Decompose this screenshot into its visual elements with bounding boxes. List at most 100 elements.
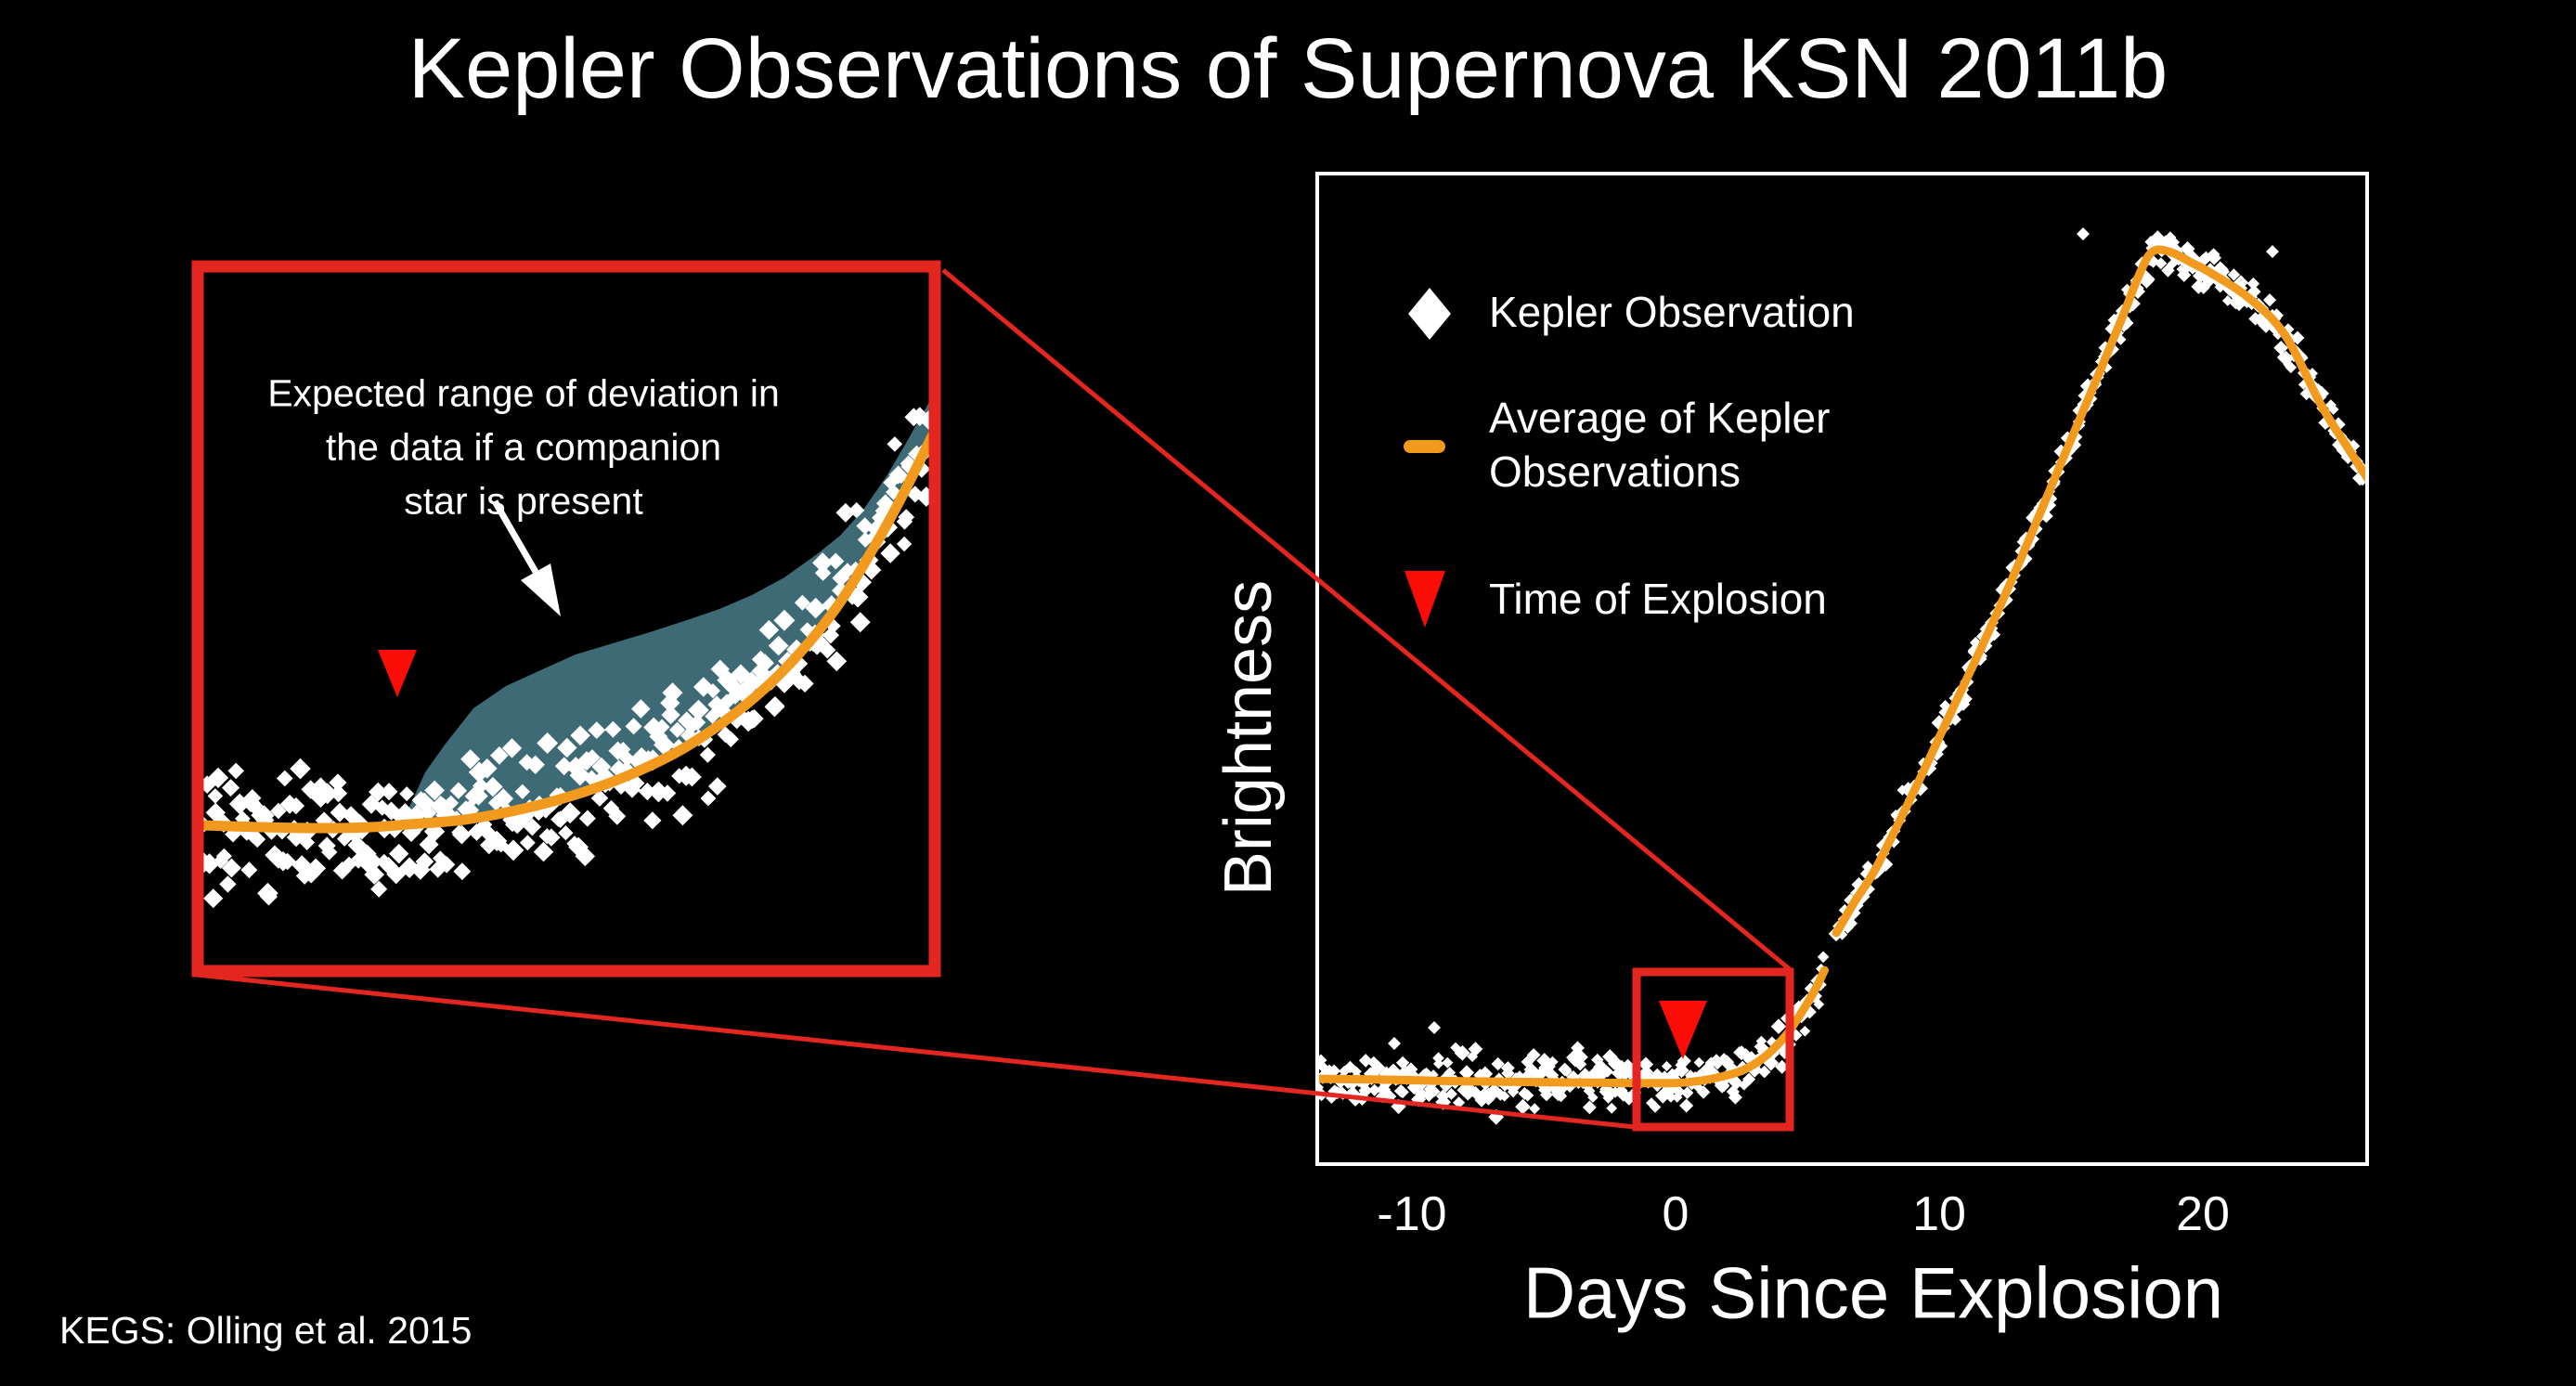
scatter-point xyxy=(364,852,383,872)
scatter-point xyxy=(415,852,434,871)
scatter-point xyxy=(662,682,683,704)
scatter-point xyxy=(1388,1037,1401,1050)
scatter-point xyxy=(1477,1066,1494,1082)
scatter-point xyxy=(207,788,224,804)
inset-average-curve xyxy=(199,429,934,834)
scatter-point xyxy=(1609,1056,1625,1071)
scatter-point xyxy=(1458,1065,1475,1081)
scatter-point xyxy=(276,770,293,787)
x-tick-0: 0 xyxy=(1662,1187,1689,1241)
scatter-point xyxy=(827,552,845,570)
scatter-point xyxy=(420,804,437,822)
main-plot-border xyxy=(1315,172,2369,1166)
scatter-point xyxy=(2155,257,2168,270)
scatter-point xyxy=(835,502,856,523)
scatter-point xyxy=(290,758,311,780)
scatter-point xyxy=(1679,1098,1694,1113)
scatter-point xyxy=(537,732,559,754)
scatter-point xyxy=(483,776,503,797)
scatter-point xyxy=(1526,1048,1541,1062)
scatter-point xyxy=(654,734,675,756)
scatter-point xyxy=(796,674,814,693)
scatter-point xyxy=(1498,1091,1510,1102)
scatter-point xyxy=(1775,1059,1790,1074)
scatter-point xyxy=(1606,1102,1618,1114)
scatter-point xyxy=(199,853,220,874)
scatter-point xyxy=(654,719,670,735)
scatter-point xyxy=(1755,1035,1767,1047)
scatter-point xyxy=(1813,999,1825,1010)
x-tick-20: 20 xyxy=(2176,1187,2230,1241)
inset-annotation-line3: star is present xyxy=(404,479,643,523)
scatter-point xyxy=(726,687,744,705)
scatter-point xyxy=(493,788,514,810)
scatter-point xyxy=(370,880,388,898)
inset-border xyxy=(191,260,941,978)
scatter-point xyxy=(2262,293,2277,307)
scatter-point xyxy=(1661,1060,1673,1072)
scatter-point xyxy=(342,806,360,824)
scatter-point xyxy=(215,848,232,864)
x-tick-10: 10 xyxy=(1912,1187,1966,1241)
scatter-point xyxy=(460,749,481,770)
scatter-point xyxy=(364,864,384,885)
average-curve xyxy=(1319,245,2365,1088)
scatter-point xyxy=(443,795,460,811)
scatter-point xyxy=(1460,1085,1476,1101)
scatter-point xyxy=(1582,1100,1597,1115)
scatter-point xyxy=(1443,1067,1456,1079)
scatter-point xyxy=(1521,1089,1534,1102)
scatter-point xyxy=(433,850,448,866)
deviation-band xyxy=(406,395,933,824)
scatter-point xyxy=(559,802,581,824)
scatter-point xyxy=(708,777,727,796)
scatter-point xyxy=(490,746,509,765)
scatter-point xyxy=(1665,1091,1676,1103)
scatter-point xyxy=(774,672,795,693)
scatter-point xyxy=(1655,1087,1671,1104)
scatter-point xyxy=(1696,1085,1711,1099)
scatter-point xyxy=(479,824,497,842)
legend-triangle-down-icon xyxy=(1405,571,1445,628)
inset-explosion-triangle-icon xyxy=(378,650,417,697)
scatter-point xyxy=(2246,277,2260,291)
scatter-point xyxy=(1396,1085,1409,1099)
scatter-point xyxy=(477,758,498,779)
scatter-point xyxy=(1593,1067,1609,1082)
scatter-point xyxy=(2290,330,2305,345)
scatter-point xyxy=(243,789,262,808)
scatter-point xyxy=(575,846,596,867)
scatter-point xyxy=(805,597,826,619)
scatter-point xyxy=(700,790,717,807)
scatter-point xyxy=(705,683,720,699)
scatter-point xyxy=(1766,1036,1778,1048)
scatter-point xyxy=(604,720,622,738)
scatter-point xyxy=(240,861,258,879)
scatter-point xyxy=(1435,1094,1451,1110)
scatter-point xyxy=(1742,1072,1756,1086)
scatter-point xyxy=(278,852,296,871)
scatter-point xyxy=(2078,389,2091,403)
scatter-point xyxy=(814,564,832,581)
scatter-point xyxy=(557,737,577,758)
scatter-point xyxy=(648,781,669,803)
scatter-point xyxy=(221,858,241,878)
x-axis-label: Days Since Explosion xyxy=(1522,1251,2224,1334)
scatter-point xyxy=(472,777,489,795)
legend-label-time-of-explosion: Time of Explosion xyxy=(1489,575,1827,623)
scatter-point xyxy=(386,864,407,885)
scatter-point xyxy=(399,786,415,802)
scatter-point xyxy=(1939,700,1951,712)
scatter-point xyxy=(1591,1053,1604,1067)
scatter-point xyxy=(2221,295,2233,306)
scatter-point xyxy=(1428,1021,1441,1034)
scatter-point xyxy=(449,782,468,799)
scatter-point xyxy=(1912,780,1928,797)
scatter-point xyxy=(773,609,796,631)
scatter-point xyxy=(452,824,472,845)
scatter-point xyxy=(253,805,275,826)
scatter-point xyxy=(896,536,913,552)
scatter-point xyxy=(1376,1082,1392,1097)
scatter-point xyxy=(660,693,680,713)
scatter-point xyxy=(1358,1083,1373,1098)
